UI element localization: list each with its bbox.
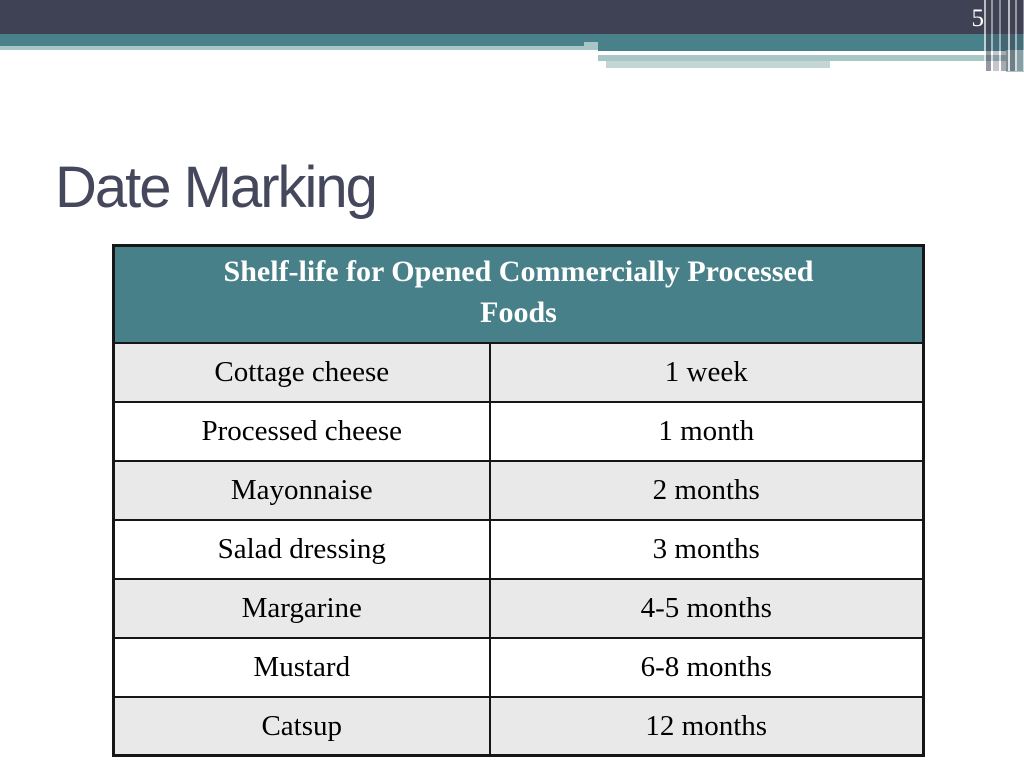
banner-right-white-stripe (606, 51, 1016, 55)
table-row: Catsup 12 months (112, 695, 925, 757)
slide-page-number: 5 (971, 5, 985, 32)
food-cell: Mayonnaise (112, 459, 491, 521)
banner-right-sage-stripe-2 (606, 61, 830, 68)
banner-sage-notch (584, 42, 600, 50)
table-row: Processed cheese 1 month (112, 400, 925, 462)
slide-title: Date Marking (55, 155, 378, 220)
table-header-text: Shelf-life for Opened Commercially Proce… (223, 255, 814, 330)
shelf-life-cell: 4-5 months (488, 577, 925, 639)
food-cell: Salad dressing (112, 518, 491, 580)
table-row: Mustard 6-8 months (112, 636, 925, 698)
banner-right-sage-stripe (598, 55, 1024, 61)
table-row: Mayonnaise 2 months (112, 459, 925, 521)
shelf-life-cell: 6-8 months (488, 636, 925, 698)
food-cell: Catsup (112, 695, 491, 757)
banner-right-teal-block (598, 34, 1024, 51)
shelf-life-cell: 2 months (488, 459, 925, 521)
banner-sage-stripe (0, 46, 1024, 50)
table-header-cell: Shelf-life for Opened Commercially Proce… (112, 244, 925, 344)
food-cell: Margarine (112, 577, 491, 639)
shelf-life-cell: 3 months (488, 518, 925, 580)
table-row: Margarine 4-5 months (112, 577, 925, 639)
top-banner-bar (0, 0, 1024, 34)
food-cell: Mustard (112, 636, 491, 698)
food-cell: Cottage cheese (112, 341, 491, 403)
table-header-row: Shelf-life for Opened Commercially Proce… (112, 244, 925, 344)
table-row: Cottage cheese 1 week (112, 341, 925, 403)
shelf-life-cell: 1 month (488, 400, 925, 462)
banner-corner-vertical-stripes (984, 0, 1024, 71)
food-cell: Processed cheese (112, 400, 491, 462)
shelf-life-cell: 12 months (488, 695, 925, 757)
shelf-life-cell: 1 week (488, 341, 925, 403)
shelf-life-table: Shelf-life for Opened Commercially Proce… (112, 244, 925, 758)
table-row: Salad dressing 3 months (112, 518, 925, 580)
